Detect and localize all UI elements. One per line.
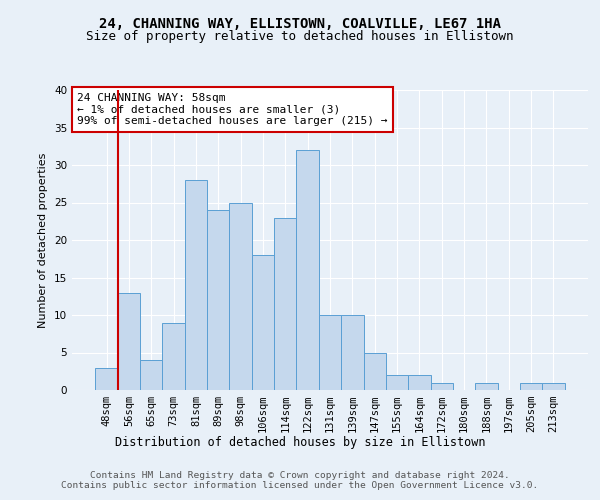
Y-axis label: Number of detached properties: Number of detached properties bbox=[38, 152, 49, 328]
Text: Contains public sector information licensed under the Open Government Licence v3: Contains public sector information licen… bbox=[61, 482, 539, 490]
Text: Size of property relative to detached houses in Ellistown: Size of property relative to detached ho… bbox=[86, 30, 514, 43]
Bar bbox=[185, 180, 207, 390]
Bar bbox=[163, 322, 185, 390]
Bar bbox=[118, 292, 140, 390]
Bar bbox=[140, 360, 163, 390]
Text: 24, CHANNING WAY, ELLISTOWN, COALVILLE, LE67 1HA: 24, CHANNING WAY, ELLISTOWN, COALVILLE, … bbox=[99, 18, 501, 32]
Bar bbox=[252, 255, 274, 390]
Bar bbox=[319, 315, 341, 390]
Bar bbox=[364, 352, 386, 390]
Bar bbox=[408, 375, 431, 390]
Bar bbox=[274, 218, 296, 390]
Bar bbox=[341, 315, 364, 390]
Bar bbox=[386, 375, 408, 390]
Text: Distribution of detached houses by size in Ellistown: Distribution of detached houses by size … bbox=[115, 436, 485, 449]
Text: Contains HM Land Registry data © Crown copyright and database right 2024.: Contains HM Land Registry data © Crown c… bbox=[90, 472, 510, 480]
Text: 24 CHANNING WAY: 58sqm
← 1% of detached houses are smaller (3)
99% of semi-detac: 24 CHANNING WAY: 58sqm ← 1% of detached … bbox=[77, 93, 388, 126]
Bar bbox=[431, 382, 453, 390]
Bar bbox=[207, 210, 229, 390]
Bar bbox=[542, 382, 565, 390]
Bar bbox=[95, 368, 118, 390]
Bar bbox=[475, 382, 497, 390]
Bar bbox=[296, 150, 319, 390]
Bar bbox=[229, 202, 252, 390]
Bar bbox=[520, 382, 542, 390]
